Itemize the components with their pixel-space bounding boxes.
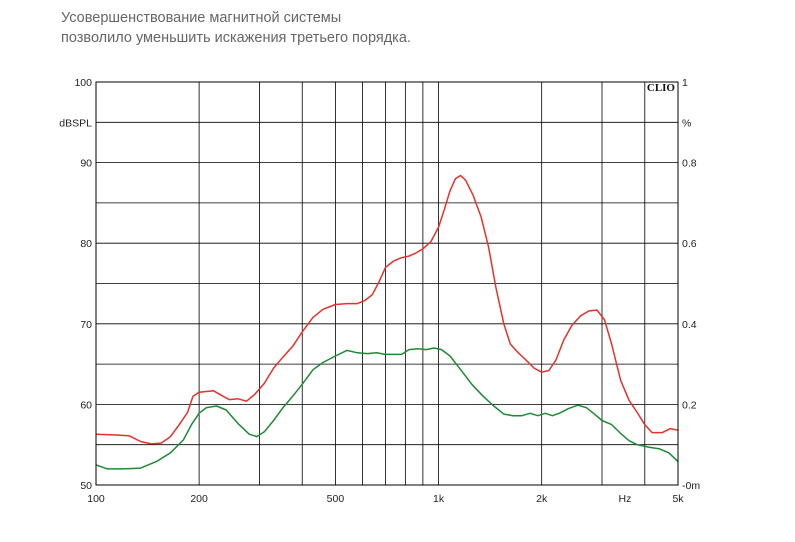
y-right-tick-label: 0.6 — [682, 238, 697, 250]
y-left-tick-label: 80 — [80, 238, 92, 250]
caption: Усовершенствование магнитной системы поз… — [61, 8, 761, 48]
y-left-unit-label: dBSPL — [59, 117, 92, 129]
x-tick-label: 200 — [190, 493, 208, 505]
series-layer — [95, 174, 679, 470]
y-right-tick-label: 1 — [682, 77, 688, 89]
caption-line-1: Усовершенствование магнитной системы — [61, 10, 342, 26]
x-tick-label: 100 — [87, 493, 105, 505]
x-tick-label: 5k — [672, 493, 684, 505]
grid — [96, 82, 678, 485]
x-tick-label: 2k — [536, 493, 548, 505]
y-left-tick-label: 50 — [80, 480, 92, 492]
y-right-tick-label: -0m — [682, 480, 700, 492]
y-right-tick-label: 0.2 — [682, 399, 697, 411]
tick-labels: 100 200 500 1k 2k Hz 5k 100 90 80 70 60 50 dBSPL 1 0.8 0… — [59, 77, 700, 505]
x-tick-label: 500 — [327, 493, 345, 505]
series-line-2 — [95, 347, 679, 470]
y-left-tick-label: 60 — [80, 399, 92, 411]
y-left-tick-label: 70 — [80, 319, 92, 331]
plot-frame — [95, 81, 679, 486]
x-tick-label: 1k — [433, 493, 445, 505]
y-right-tick-label: 0.8 — [682, 158, 697, 170]
y-left-tick-label: 100 — [74, 77, 92, 89]
y-right-tick-label: 0.4 — [682, 319, 697, 331]
clio-brand-label: CLIO — [647, 82, 676, 94]
y-right-unit-label: % — [682, 117, 691, 129]
caption-line-2: позволило уменьшить искажения третьего п… — [61, 30, 411, 46]
y-left-tick-label: 90 — [80, 158, 92, 170]
series-line-1 — [95, 174, 679, 445]
x-tick-label: Hz — [619, 493, 632, 505]
